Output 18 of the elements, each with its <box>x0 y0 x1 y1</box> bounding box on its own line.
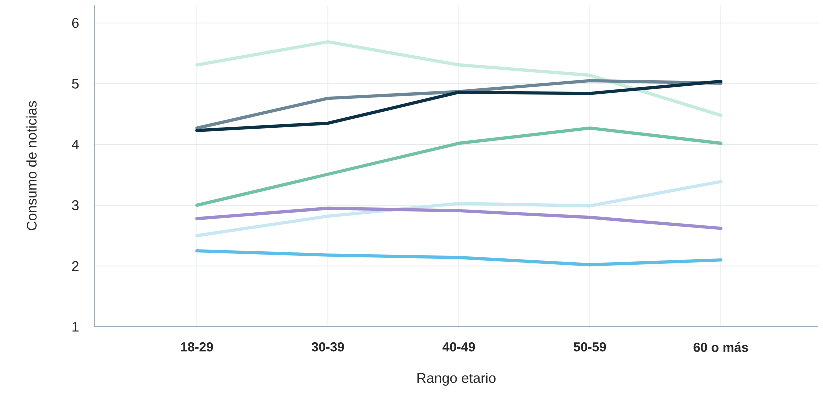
y-tick-label: 4 <box>72 140 80 150</box>
line-series <box>196 206 723 230</box>
x-axis-title: Rango etario <box>418 372 496 386</box>
x-tick-label: 40-49 <box>442 342 476 352</box>
x-tick-label: 50-59 <box>574 342 606 352</box>
y-tick-label: 1 <box>72 322 79 332</box>
x-tick-label: 30-39 <box>312 342 344 352</box>
line-series <box>196 180 723 238</box>
x-tick-label: 18-29 <box>181 342 214 352</box>
y-axis-title: Consumo de noticias <box>26 101 37 230</box>
y-tick-label: 2 <box>72 261 79 272</box>
line-series <box>196 40 723 118</box>
line-series <box>196 126 723 208</box>
line-series <box>196 249 723 267</box>
y-tick-label: 6 <box>72 18 79 28</box>
x-tick-label: 60 o más <box>694 342 748 352</box>
y-tick-label: 5 <box>72 79 79 89</box>
y-tick-label: 3 <box>72 200 79 210</box>
